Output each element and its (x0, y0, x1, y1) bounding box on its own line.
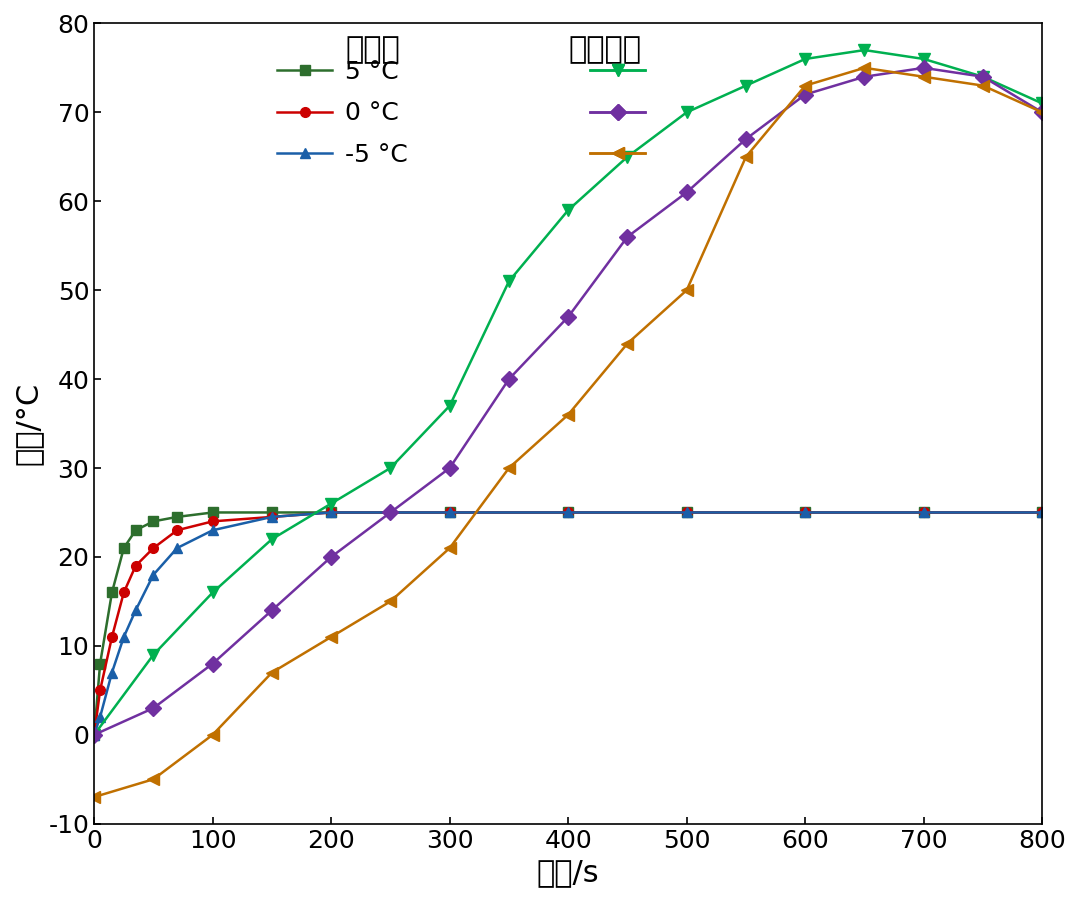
X-axis label: 时间/s: 时间/s (537, 858, 599, 887)
Text: 燃料电池: 燃料电池 (568, 35, 642, 64)
Y-axis label: 温度/°C: 温度/°C (14, 382, 43, 465)
Legend: , , : , , (590, 59, 658, 167)
Text: 乘员舱: 乘员舱 (346, 35, 401, 64)
